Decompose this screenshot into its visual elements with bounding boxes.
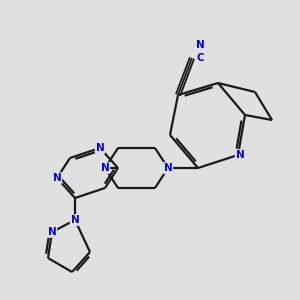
Text: N: N: [70, 215, 80, 225]
Text: C: C: [196, 53, 204, 63]
Text: N: N: [48, 227, 56, 237]
Text: N: N: [96, 143, 104, 153]
Text: N: N: [196, 40, 204, 50]
Text: N: N: [52, 173, 62, 183]
Text: N: N: [164, 163, 172, 173]
Text: N: N: [236, 150, 244, 160]
Text: N: N: [100, 163, 109, 173]
